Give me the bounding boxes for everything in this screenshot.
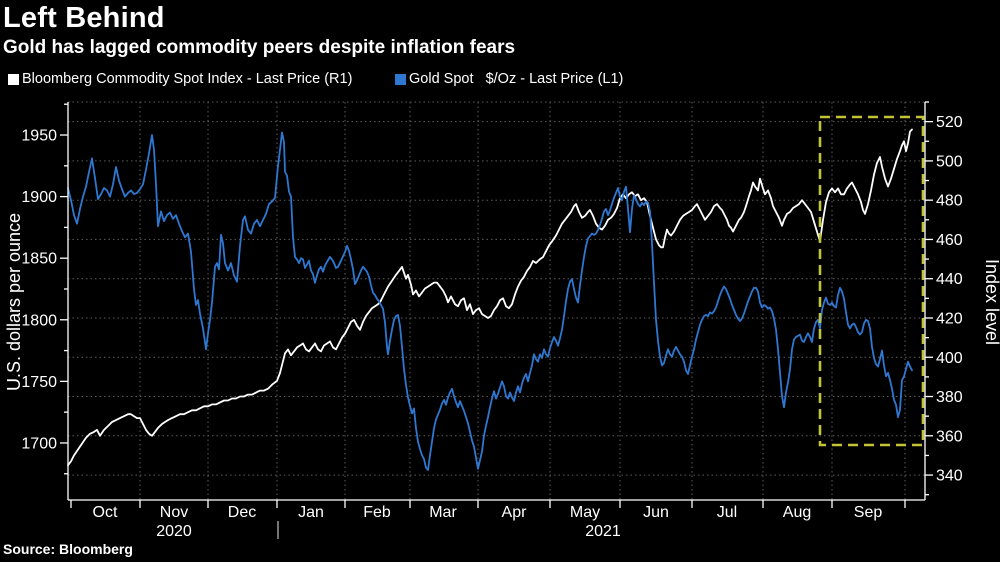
right-axis-tick-label: 380 <box>936 389 963 406</box>
highlight-rectangle <box>818 115 925 447</box>
legend-item-gold-spot: Gold Spot $/Oz - Last Price (L1) <box>395 71 623 87</box>
month-label: Apr <box>502 504 528 521</box>
month-label: Jan <box>298 504 324 521</box>
month-label: Aug <box>783 504 811 521</box>
month-label: Oct <box>93 504 118 521</box>
left-axis-tick-label: 1900 <box>21 189 57 206</box>
month-label: Dec <box>228 504 256 521</box>
chart-title: Left Behind <box>3 2 165 34</box>
gold-series-swatch-icon <box>395 73 406 85</box>
month-label: Feb <box>363 504 391 521</box>
right-axis-tick-label: 440 <box>936 271 963 288</box>
left-axis-tick-label: 1700 <box>21 435 57 452</box>
month-label: Mar <box>429 504 457 521</box>
commodity-index-line <box>67 128 913 467</box>
commodity-series-swatch-icon <box>8 73 19 85</box>
left-axis-tick-label: 1800 <box>21 312 57 329</box>
gold-spot-line <box>67 131 913 472</box>
month-label: Nov <box>160 504 188 521</box>
right-axis-tick-label: 500 <box>936 153 963 170</box>
right-axis-title: Index level <box>982 259 1000 345</box>
highlight-box <box>818 115 925 447</box>
axes: 1950 1900 1850 1800 1750 1700 520 500 480 460 440 4… <box>21 101 963 540</box>
right-axis-tick-label: 420 <box>936 310 963 327</box>
chart-subtitle: Gold has lagged commodity peers despite … <box>3 37 516 58</box>
right-axis-tick-label: 340 <box>936 468 963 485</box>
legend-label-gold-spot: Gold Spot $/Oz - Last Price (L1) <box>409 71 624 87</box>
month-label: Sep <box>854 504 883 521</box>
month-label: Jul <box>717 504 737 521</box>
left-axis-tick-label: 1950 <box>21 128 57 145</box>
left-axis-title: U.S. dollars per ounce <box>4 213 24 391</box>
legend-item-commodity-index: Bloomberg Commodity Spot Index - Last Pr… <box>8 71 352 87</box>
legend: Bloomberg Commodity Spot Index - Last Pr… <box>0 71 1000 91</box>
left-axis-tick-label: 1750 <box>21 374 57 391</box>
data-series <box>67 128 913 472</box>
gridlines <box>68 101 925 500</box>
right-axis-tick-label: 360 <box>936 428 963 445</box>
source-note: Source: Bloomberg <box>3 541 133 557</box>
right-axis-tick-label: 460 <box>936 232 963 249</box>
left-axis-tick-label: 1850 <box>21 251 57 268</box>
legend-label-commodity-index: Bloomberg Commodity Spot Index - Last Pr… <box>22 71 353 87</box>
month-label: May <box>570 504 600 521</box>
month-label: Jun <box>643 504 669 521</box>
right-axis-tick-label: 480 <box>936 193 963 210</box>
right-axis-tick-label: 400 <box>936 350 963 367</box>
right-axis-tick-label: 520 <box>936 114 963 131</box>
year-label: 2020 <box>156 523 192 540</box>
year-label: 2021 <box>585 523 621 540</box>
